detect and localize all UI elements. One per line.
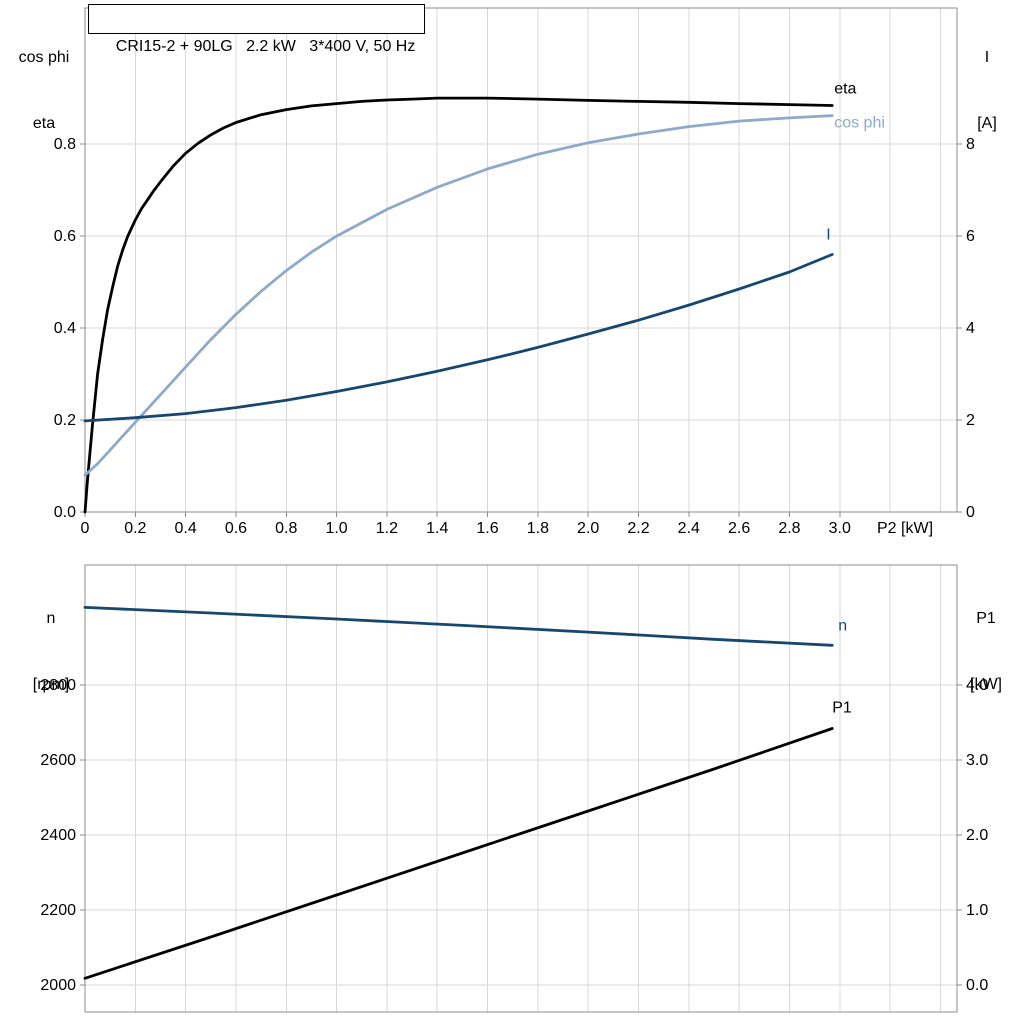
axis-title-speed-unit: [rpm] bbox=[32, 676, 70, 693]
chart-top-eta-cosphi-current: 0.0 0.2 0.4 0.6 0.8 0 2 4 6 8 0 0.2 0.4 0.6 0.8 1.0 1.2 1… bbox=[54, 7, 975, 537]
left-axis-tick-label: 0.4 bbox=[54, 320, 76, 337]
right-axis-tick-label: 2.0 bbox=[966, 827, 988, 844]
x-axis-tick-label: 0 bbox=[81, 520, 90, 537]
x-axis-tick-label: 3.0 bbox=[829, 520, 851, 537]
x-axis-tick-label: 2.2 bbox=[627, 520, 649, 537]
left-axis-tick-label: 0.8 bbox=[54, 136, 76, 153]
axis-title-p1: P1 bbox=[976, 610, 996, 627]
series-label-speed: n bbox=[838, 617, 847, 634]
left-axis-tick-label: 0.6 bbox=[54, 228, 76, 245]
right-axis-tick-label: 2 bbox=[966, 412, 975, 429]
top-left-axis-title: cos phi eta bbox=[6, 3, 82, 179]
x-axis-tick-label: 1.6 bbox=[476, 520, 498, 537]
top-right-axis-title: I [A] bbox=[958, 3, 1016, 179]
x-axis-tick-label: 0.4 bbox=[175, 520, 197, 537]
right-axis-tick-label: 4 bbox=[966, 320, 975, 337]
left-axis-tick-label: 0.2 bbox=[54, 412, 76, 429]
curve-speed bbox=[83, 606, 834, 647]
right-axis-tick-label: 0.0 bbox=[966, 977, 988, 994]
x-axis-title: P2 [kW] bbox=[877, 520, 933, 537]
series-label-p1: P1 bbox=[832, 700, 852, 717]
right-axis-tick-label: 1.0 bbox=[966, 902, 988, 919]
curve-current bbox=[83, 253, 834, 423]
axis-title-current-unit: [A] bbox=[977, 115, 997, 132]
curve-p1 bbox=[83, 727, 834, 980]
series-label-cos-phi: cos phi bbox=[834, 115, 885, 132]
right-axis-tick-label: 3.0 bbox=[966, 752, 988, 769]
chart-bottom-speed-p1: 2000 2200 2400 2600 2800 0.0 1.0 2.0 3.0 4.0 n P1 bbox=[40, 564, 988, 1013]
x-axis-tick-label: 1.0 bbox=[325, 520, 347, 537]
left-axis-tick-label: 0.0 bbox=[54, 504, 76, 521]
chart-title-text: CRI15-2 + 90LG 2.2 kW 3*400 V, 50 Hz bbox=[115, 38, 416, 55]
plot-border bbox=[84, 7, 958, 513]
axis-title-p1-unit: [kW] bbox=[970, 676, 1002, 693]
series-label-eta: eta bbox=[834, 80, 856, 97]
left-axis-tick-label: 2000 bbox=[40, 977, 76, 994]
axis-title-current: I bbox=[984, 49, 990, 66]
x-axis-tick-label: 2.6 bbox=[728, 520, 750, 537]
x-axis-tick-label: 2.8 bbox=[778, 520, 800, 537]
bottom-left-axis-title: n [rpm] bbox=[18, 564, 84, 740]
x-axis-tick-label: 0.6 bbox=[225, 520, 247, 537]
plot-border bbox=[84, 564, 958, 1013]
axis-title-cos-phi: cos phi bbox=[18, 49, 70, 66]
x-axis-tick-label: 1.2 bbox=[376, 520, 398, 537]
right-axis-tick-label: 8 bbox=[966, 136, 975, 153]
right-axis-tick-label: 0 bbox=[966, 504, 975, 521]
x-axis-tick-label: 0.2 bbox=[124, 520, 146, 537]
bottom-right-axis-title: P1 [kW] bbox=[954, 564, 1018, 740]
x-axis-tick-label: 1.4 bbox=[426, 520, 448, 537]
right-axis-tick-label: 4.0 bbox=[966, 677, 988, 694]
left-axis-tick-label: 2400 bbox=[40, 827, 76, 844]
left-axis-tick-label: 2200 bbox=[40, 902, 76, 919]
left-axis-tick-label: 2600 bbox=[40, 752, 76, 769]
x-axis-tick-label: 1.8 bbox=[527, 520, 549, 537]
axis-title-speed: n bbox=[46, 610, 56, 627]
series-label-current: I bbox=[826, 226, 830, 243]
curve-eta bbox=[83, 96, 834, 514]
axis-title-eta: eta bbox=[32, 115, 56, 132]
curve-cos-phi bbox=[83, 114, 834, 477]
right-axis-tick-label: 6 bbox=[966, 228, 975, 245]
x-axis-tick-label: 0.8 bbox=[275, 520, 297, 537]
left-axis-tick-label: 2800 bbox=[40, 677, 76, 694]
chart-title-box: CRI15-2 + 90LG 2.2 kW 3*400 V, 50 Hz bbox=[88, 4, 426, 55]
x-axis-tick-label: 2.0 bbox=[577, 520, 599, 537]
x-axis-tick-label: 2.4 bbox=[678, 520, 700, 537]
